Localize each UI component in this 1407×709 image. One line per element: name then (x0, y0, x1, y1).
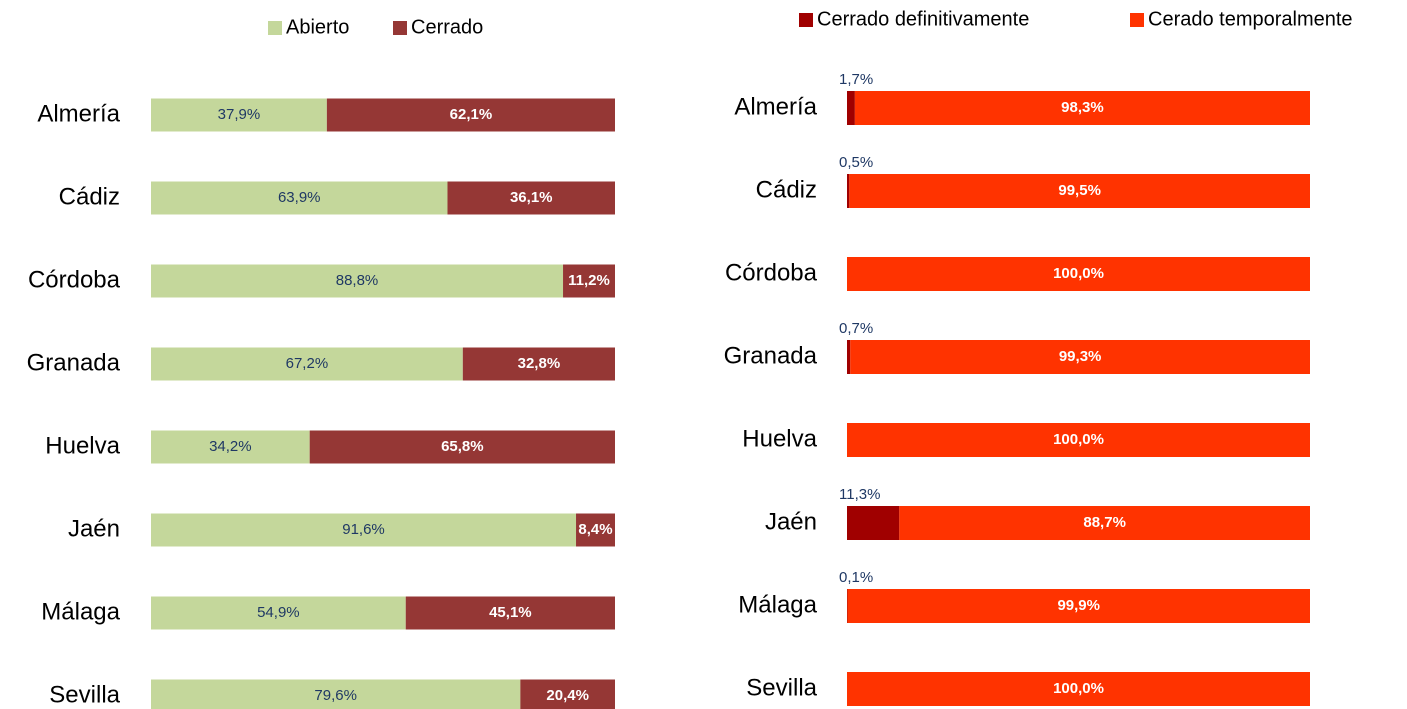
bar-segment (309, 430, 615, 464)
value-label: 88,8% (336, 272, 379, 289)
bar-segment (849, 174, 1310, 208)
bar-segment (151, 347, 463, 381)
legend-label: Abierto (286, 16, 349, 38)
legend-swatch (1130, 13, 1144, 27)
category-label: Granada (724, 342, 818, 369)
bar-segment (151, 264, 564, 298)
value-label: 79,6% (314, 687, 357, 704)
bar-segment (847, 91, 855, 125)
bar-segment (563, 264, 615, 298)
value-label: 20,4% (546, 687, 589, 704)
category-label: Huelva (45, 432, 120, 459)
bar-segment (151, 98, 327, 132)
category-label: Cádiz (59, 183, 120, 210)
category-label: Almería (37, 100, 120, 127)
bar-segment (847, 672, 1310, 706)
bar-segment (326, 98, 615, 132)
category-label: Jaén (765, 508, 817, 535)
value-label: 11,2% (568, 272, 610, 289)
value-label: 98,3% (1061, 99, 1104, 116)
category-label: Sevilla (746, 674, 817, 701)
value-label: 45,1% (489, 604, 532, 621)
value-label: 65,8% (441, 438, 484, 455)
category-label: Sevilla (49, 681, 120, 708)
bar-segment (151, 181, 448, 215)
bar-segment (447, 181, 615, 215)
value-label: 100,0% (1053, 265, 1104, 282)
legend-swatch (393, 21, 407, 35)
category-label: Málaga (41, 598, 120, 625)
category-label: Málaga (738, 591, 817, 618)
value-label: 99,9% (1057, 597, 1100, 614)
category-label: Cádiz (756, 176, 817, 203)
category-label: Huelva (742, 425, 817, 452)
bar-segment (847, 257, 1310, 291)
bar-segment (847, 423, 1310, 457)
value-label: 0,5% (839, 154, 873, 171)
value-label: 67,2% (286, 355, 329, 372)
value-label: 88,7% (1083, 514, 1126, 531)
bar-segment (847, 174, 850, 208)
bar-segment (151, 596, 406, 630)
legend-label: Cerado temporalmente (1148, 8, 1353, 30)
value-label: 99,3% (1059, 348, 1102, 365)
value-label: 100,0% (1053, 680, 1104, 697)
value-label: 99,5% (1058, 182, 1101, 199)
bar-segment (462, 347, 615, 381)
bar-segment (850, 340, 1310, 374)
value-label: 0,7% (839, 320, 873, 337)
category-label: Córdoba (28, 266, 121, 293)
bar-segment (899, 506, 1310, 540)
bar-segment (847, 340, 851, 374)
bar-segment (576, 513, 615, 547)
category-label: Córdoba (725, 259, 818, 286)
value-label: 100,0% (1053, 431, 1104, 448)
legend-swatch (268, 21, 282, 35)
value-label: 0,1% (839, 569, 873, 586)
bar-segment (405, 596, 615, 630)
value-label: 54,9% (257, 604, 300, 621)
value-label: 62,1% (450, 106, 493, 123)
bar-segment (151, 513, 577, 547)
value-label: 32,8% (518, 355, 561, 372)
legend-label: Cerrado (411, 16, 483, 38)
value-label: 37,9% (218, 106, 261, 123)
bar-segment (151, 679, 521, 709)
value-label: 91,6% (342, 521, 385, 538)
legend-swatch (799, 13, 813, 27)
category-label: Jaén (68, 515, 120, 542)
bar-segment (854, 91, 1310, 125)
value-label: 36,1% (510, 189, 553, 206)
value-label: 8,4% (578, 521, 612, 538)
value-label: 63,9% (278, 189, 321, 206)
legend-label: Cerrado definitivamente (817, 8, 1029, 30)
bar-segment (847, 589, 1310, 623)
value-label: 1,7% (839, 71, 873, 88)
bar-segment (847, 506, 900, 540)
bar-segment (151, 430, 310, 464)
value-label: 11,3% (839, 486, 880, 503)
bar-segment (520, 679, 615, 709)
category-label: Almería (734, 93, 817, 120)
value-label: 34,2% (209, 438, 252, 455)
category-label: Granada (27, 349, 121, 376)
